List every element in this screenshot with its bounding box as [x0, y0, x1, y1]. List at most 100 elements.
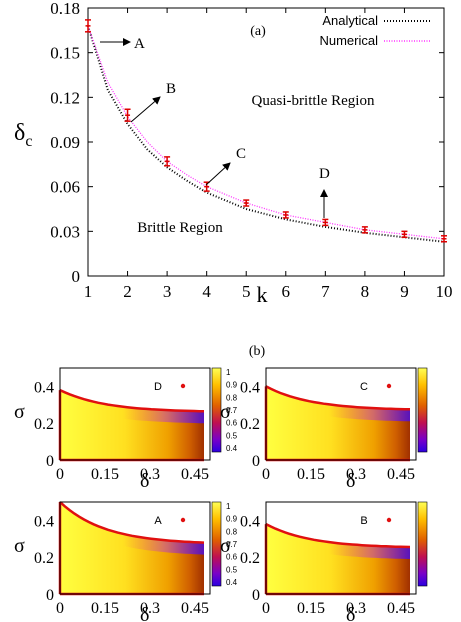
- annotation-d: D: [319, 166, 330, 218]
- x-tick-label: 0: [56, 600, 64, 617]
- x-tick-label: 0.15: [297, 466, 325, 483]
- y-axis-label: σ: [220, 535, 231, 557]
- heatmap-band: [328, 404, 410, 422]
- series-line-numerical: [87, 25, 445, 240]
- x-tick-label: 3: [163, 282, 172, 301]
- legend-dot: [386, 517, 392, 523]
- boundary-line: [265, 385, 411, 411]
- x-axis-label-a: k: [257, 282, 268, 307]
- heatmap-band: [328, 542, 410, 559]
- x-tick-label: 0: [56, 466, 64, 483]
- x-tick-label: 6: [282, 282, 291, 301]
- y-tick-label: 0: [252, 453, 260, 470]
- y-tick-label: 0.4: [240, 513, 260, 530]
- y-tick-labels-a: 0 0.03 0.06 0.09 0.12 0.15 0.18: [50, 0, 80, 286]
- colorbar-tick-label: 0.6: [226, 553, 238, 562]
- series-line-analytical: [87, 25, 445, 243]
- y-tick-label: 0.09: [50, 133, 80, 152]
- colorbar-tick-label: 1: [226, 502, 231, 511]
- subplot-c: C 0 0.2 0.4 0 0.15 0.3 0.45 σ δ: [220, 367, 428, 492]
- y-tick-label: 0.4: [240, 379, 260, 396]
- legend-dot: [180, 517, 186, 523]
- x-tick-label: 0.3: [346, 600, 366, 617]
- error-point: [401, 230, 408, 239]
- colorbar-tick-label: 0.6: [226, 419, 238, 428]
- legend-dot: [180, 383, 186, 389]
- x-tick-label: 0.3: [346, 466, 366, 483]
- error-points-a: [85, 19, 447, 243]
- colorbar-tick-label: 0.7: [226, 406, 238, 415]
- panel-a: 0 0.03 0.06 0.09 0.12 0.15 0.18 1 2 3 4 5 6 7 8 9 10 (a…: [14, 0, 453, 307]
- x-tick-label: 10: [436, 282, 453, 301]
- x-tick-label: 4: [202, 282, 211, 301]
- x-tick-labels-a: 1 2 3 4 5 6 7 8 9 10: [84, 282, 453, 301]
- y-tick-marks-a: [87, 7, 445, 277]
- x-tick-label: 0.15: [297, 600, 325, 617]
- colorbar: [211, 367, 222, 453]
- x-tick-label: 7: [321, 282, 330, 301]
- annotation-a: A: [100, 36, 145, 52]
- y-tick-label: 0: [252, 587, 260, 604]
- boundary-line: [265, 522, 411, 549]
- y-tick-label: 0: [72, 267, 81, 286]
- annotation-label-c: C: [236, 146, 246, 162]
- subplot-d: D 0 0.2 0.4 0 0.15 0.3 0.45 σ δ 1 0.9 0.8 0.7 0.6 0.5 0.…: [14, 367, 238, 492]
- legend-label-numerical: Numerical: [319, 33, 378, 48]
- error-point: [361, 226, 368, 234]
- x-axis-label: δ: [346, 470, 355, 492]
- y-axis-label: σ: [14, 401, 25, 423]
- brittle-region-label: Brittle Region: [137, 220, 223, 236]
- x-tick-label: 0.15: [91, 466, 119, 483]
- colorbar-tick-label: 0.4: [226, 444, 238, 453]
- x-tick-label: 0: [262, 600, 270, 617]
- x-tick-label: 0.3: [140, 466, 160, 483]
- x-tick-label: 0.3: [140, 600, 160, 617]
- heatmap-fill: [60, 502, 204, 594]
- error-point: [85, 19, 91, 33]
- error-point: [322, 218, 329, 227]
- boundary-line: [59, 501, 205, 544]
- x-tick-label: 8: [361, 282, 370, 301]
- heatmap-fill: [60, 390, 204, 460]
- error-point: [203, 181, 210, 192]
- legend-dot: [386, 383, 392, 389]
- error-point: [124, 108, 131, 122]
- annotation-label-a: A: [134, 36, 145, 52]
- colorbar-tick-label: 0.9: [226, 515, 238, 524]
- subplot-label: D: [154, 381, 162, 393]
- y-tick-label: 0.03: [50, 222, 80, 241]
- colorbar-tick-label: 0.8: [226, 527, 238, 536]
- plot-frame: [59, 367, 211, 461]
- plot-frame: [59, 501, 211, 595]
- arrow-b: [130, 96, 161, 123]
- x-tick-label: 0: [262, 466, 270, 483]
- colorbar: [417, 367, 428, 453]
- series-lines-a: [87, 25, 445, 243]
- colorbar-tick-label: 0.8: [226, 393, 238, 402]
- x-tick-label: 0.45: [387, 600, 415, 617]
- subplot-b: B 0 0.2 0.4 0 0.15 0.3 0.45 σ δ: [220, 501, 428, 622]
- annotation-label-b: B: [166, 81, 176, 97]
- y-tick-label: 0.2: [240, 416, 260, 433]
- legend-a: Analytical Numerical: [319, 13, 430, 48]
- subplot-label: C: [360, 381, 368, 393]
- y-tick-label: 0.2: [240, 550, 260, 567]
- colorbar: [417, 501, 428, 587]
- error-point: [243, 199, 250, 207]
- x-axis-label: δ: [140, 604, 149, 622]
- y-axis-label: σ: [14, 535, 25, 557]
- boundary-line: [59, 388, 205, 413]
- x-tick-label: 0.45: [181, 600, 209, 617]
- panel-b: D00.20.40 0.15 0.3 0.45σδ10.90.80.70.60.50.…: [14, 367, 428, 622]
- subplot-label: B: [360, 515, 367, 527]
- y-tick-label: 0.18: [50, 0, 80, 18]
- y-axis-label: σ: [220, 401, 231, 423]
- colorbar-tick-label: 1: [226, 368, 231, 377]
- x-tick-label: 0.45: [181, 466, 209, 483]
- heatmap-band: [122, 533, 204, 555]
- y-tick-label: 0.4: [34, 379, 54, 396]
- y-tick-label: 0.15: [50, 44, 80, 63]
- colorbar-tick-label: 0.5: [226, 565, 238, 574]
- plot-frame: [265, 367, 417, 461]
